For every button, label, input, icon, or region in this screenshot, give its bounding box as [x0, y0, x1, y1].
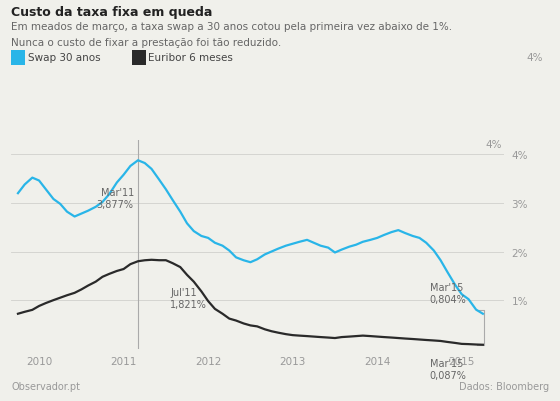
Text: Mar'15
0,804%: Mar'15 0,804% [430, 283, 466, 304]
Text: Euribor 6 meses: Euribor 6 meses [148, 53, 234, 63]
Text: Jul'11
1,821%: Jul'11 1,821% [170, 287, 207, 309]
Text: Mar'15
0,087%: Mar'15 0,087% [430, 358, 466, 380]
Text: Mar'11
3,877%: Mar'11 3,877% [97, 188, 134, 209]
Text: 4%: 4% [486, 139, 502, 149]
Text: 4%: 4% [527, 53, 543, 63]
Text: Observador.pt: Observador.pt [11, 381, 80, 391]
Text: Nunca o custo de fixar a prestação foi tão reduzido.: Nunca o custo de fixar a prestação foi t… [11, 38, 282, 48]
Text: Em meados de março, a taxa swap a 30 anos cotou pela primeira vez abaixo de 1%.: Em meados de março, a taxa swap a 30 ano… [11, 22, 452, 32]
Text: Custo da taxa fixa em queda: Custo da taxa fixa em queda [11, 6, 213, 19]
Text: Swap 30 anos: Swap 30 anos [28, 53, 101, 63]
Text: Dados: Bloomberg: Dados: Bloomberg [459, 381, 549, 391]
